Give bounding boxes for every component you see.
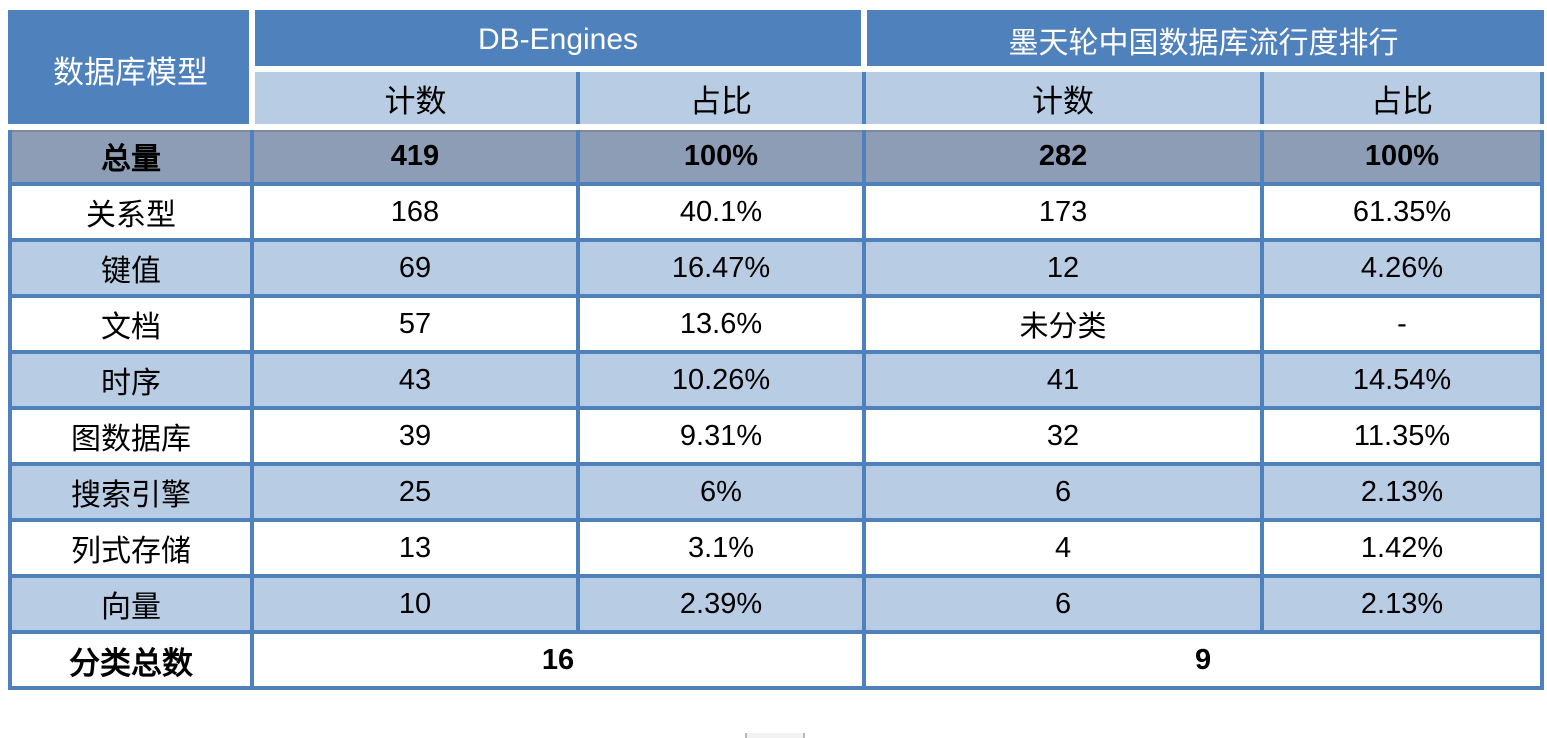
mtl-count-cell: 6: [862, 574, 1265, 634]
mtl-count-cell: 282: [862, 125, 1265, 186]
mtl-pct-cell: 2.13%: [1260, 462, 1545, 522]
mtl-count-cell: 41: [862, 350, 1265, 410]
row-label: 搜索引擎: [8, 462, 254, 522]
table-row-keyvalue: 键值 69 16.47% 12 4.26%: [8, 238, 1545, 298]
db-pct-cell: 6%: [575, 462, 867, 522]
db-count-cell: 43: [250, 350, 580, 410]
mtl-count-cell: 173: [862, 182, 1265, 242]
db-count-cell: 39: [250, 406, 580, 466]
db-pct-cell: 2.39%: [575, 574, 867, 634]
mtl-pct-cell: 2.13%: [1260, 574, 1545, 634]
mtl-pct-cell: 11.35%: [1260, 406, 1545, 466]
table-row-graph: 图数据库 39 9.31% 32 11.35%: [8, 406, 1545, 466]
group-header-motianlun: 墨天轮中国数据库流行度排行: [861, 10, 1545, 72]
corner-header-cell: 数据库模型: [8, 10, 255, 130]
row-label: 图数据库: [8, 406, 254, 466]
mtl-count-cell: 12: [862, 238, 1265, 298]
subheader-db-count: 计数: [250, 66, 580, 130]
db-pct-cell: 3.1%: [575, 518, 867, 578]
table-row-relational: 关系型 168 40.1% 173 61.35%: [8, 182, 1545, 242]
sub-header-row: 计数 占比 计数 占比: [10, 66, 1545, 130]
mtl-pct-cell: 61.35%: [1260, 182, 1545, 242]
db-count-cell: 419: [250, 125, 580, 186]
db-pct-cell: 10.26%: [575, 350, 867, 410]
db-pct-cell: 13.6%: [575, 294, 867, 354]
subheader-mtl-count: 计数: [862, 66, 1265, 130]
group-header-row: 数据库模型 DB-Engines 墨天轮中国数据库流行度排行: [8, 10, 1545, 130]
comparison-table-wrapper: 数据库模型 DB-Engines 墨天轮中国数据库流行度排行 计数 占比 计数 …: [8, 10, 1545, 690]
db-count-cell: 10: [250, 574, 580, 634]
row-label: 时序: [8, 350, 254, 410]
mtl-pct-cell: 100%: [1260, 125, 1545, 186]
mtl-pct-cell: -: [1260, 294, 1545, 354]
row-label: 关系型: [8, 182, 254, 242]
table-row-search: 搜索引擎 25 6% 6 2.13%: [8, 462, 1545, 522]
subheader-mtl-pct: 占比: [1260, 66, 1545, 130]
db-pct-cell: 9.31%: [575, 406, 867, 466]
footer-label: 分类总数: [8, 630, 254, 690]
mtl-count-cell: 6: [862, 462, 1265, 522]
table-row-timeseries: 时序 43 10.26% 41 14.54%: [8, 350, 1545, 410]
row-label: 文档: [8, 294, 254, 354]
db-pct-cell: 16.47%: [575, 238, 867, 298]
db-pct-cell: 100%: [575, 125, 867, 186]
table-row-total: 总量 419 100% 282 100%: [8, 125, 1545, 186]
footer-mtl-total-cell: 9: [862, 630, 1545, 690]
db-count-cell: 168: [250, 182, 580, 242]
row-label: 键值: [8, 238, 254, 298]
row-label: 列式存储: [8, 518, 254, 578]
table-row-category-total: 分类总数 16 9: [8, 630, 1545, 690]
table-row-vector: 向量 10 2.39% 6 2.13%: [8, 574, 1545, 634]
mtl-count-cell: 32: [862, 406, 1265, 466]
subheader-db-pct: 占比: [575, 66, 867, 130]
mtl-count-cell: 未分类: [862, 294, 1265, 354]
db-pct-cell: 40.1%: [575, 182, 867, 242]
mtl-pct-cell: 4.26%: [1260, 238, 1545, 298]
group-header-db-engines: DB-Engines: [248, 10, 867, 72]
db-count-cell: 13: [250, 518, 580, 578]
table-row-document: 文档 57 13.6% 未分类 -: [8, 294, 1545, 354]
db-count-cell: 57: [250, 294, 580, 354]
db-count-cell: 69: [250, 238, 580, 298]
table-row-columnar: 列式存储 13 3.1% 4 1.42%: [8, 518, 1545, 578]
mtl-pct-cell: 1.42%: [1260, 518, 1545, 578]
mtl-pct-cell: 14.54%: [1260, 350, 1545, 410]
database-model-comparison-table: 数据库模型 DB-Engines 墨天轮中国数据库流行度排行 计数 占比 计数 …: [8, 10, 1545, 690]
row-label: 总量: [8, 125, 254, 186]
row-label: 向量: [8, 574, 254, 634]
scrollbar-artifact: [745, 733, 805, 738]
db-count-cell: 25: [250, 462, 580, 522]
footer-db-total-cell: 16: [249, 630, 867, 690]
mtl-count-cell: 4: [862, 518, 1265, 578]
